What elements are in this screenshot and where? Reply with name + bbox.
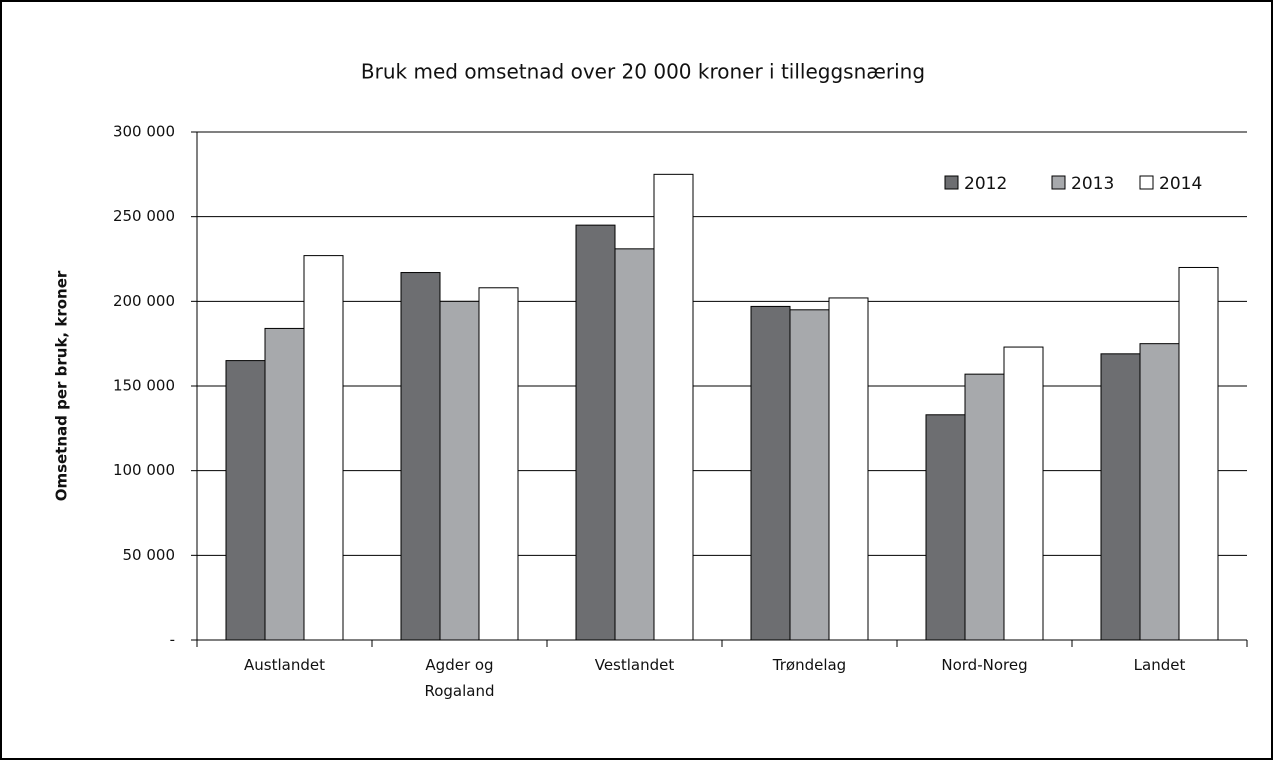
bar — [789, 309, 830, 641]
bar — [1178, 266, 1219, 641]
bar — [750, 305, 791, 641]
bar — [1100, 353, 1141, 641]
legend-label: 2012 — [964, 174, 1007, 194]
bar — [303, 255, 344, 641]
legend-swatch — [1051, 175, 1066, 190]
bar — [264, 327, 305, 641]
legend-swatch — [1139, 175, 1154, 190]
x-tick-label: Agder og Rogaland — [424, 656, 495, 700]
bar — [964, 373, 1005, 641]
y-tick-label: 200 000 — [113, 292, 175, 310]
legend-label: 2013 — [1071, 174, 1114, 194]
bar — [925, 414, 966, 641]
bar — [653, 173, 694, 641]
y-tick-label: 250 000 — [113, 207, 175, 225]
chart-title: Bruk med omsetnad over 20 000 kroner i t… — [361, 60, 925, 84]
bar — [439, 300, 480, 641]
x-tick-label: Trøndelag — [772, 656, 847, 674]
bar — [400, 272, 441, 641]
bar — [225, 360, 266, 641]
bar — [1139, 343, 1180, 641]
bar — [1003, 346, 1044, 641]
bar — [478, 287, 519, 641]
bar — [575, 224, 616, 641]
y-tick-label: - — [170, 631, 175, 649]
x-tick-label: Austlandet — [244, 656, 325, 674]
bar — [828, 297, 869, 641]
legend-label: 2014 — [1159, 174, 1202, 194]
x-tick-label: Vestlandet — [594, 656, 675, 674]
y-tick-label: 50 000 — [123, 546, 176, 564]
legend-swatch — [944, 175, 959, 190]
x-tick-label: Nord-Noreg — [941, 656, 1028, 674]
y-tick-label: 300 000 — [113, 123, 175, 141]
y-axis-title: Omsetnad per bruk, kroner — [53, 270, 71, 501]
bar — [614, 248, 655, 641]
y-tick-label: 150 000 — [113, 377, 175, 395]
y-tick-label: 100 000 — [113, 461, 175, 479]
x-tick-label: Landet — [1133, 656, 1186, 674]
